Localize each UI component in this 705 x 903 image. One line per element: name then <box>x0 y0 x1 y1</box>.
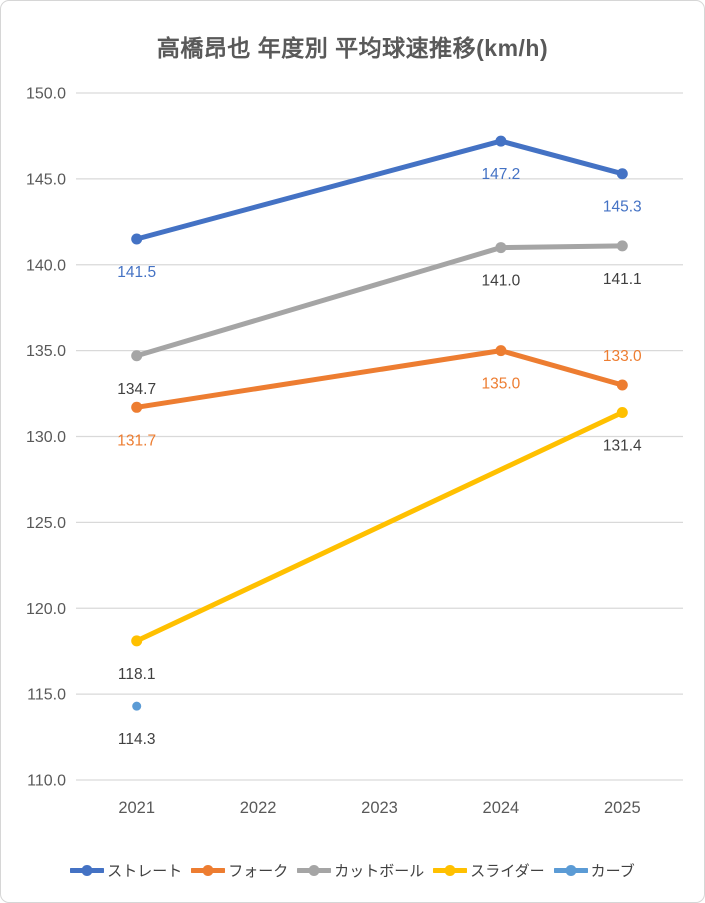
chart-legend: ストレート フォーク カットボール スライダー カーブ <box>1 860 704 881</box>
legend-label: スライダー <box>470 863 545 880</box>
x-axis-tick-label: 2024 <box>483 799 520 817</box>
data-point-marker <box>616 168 628 180</box>
series-line-3 <box>134 409 625 644</box>
legend-marker-icon <box>70 865 105 876</box>
data-point-label: 145.3 <box>603 199 642 216</box>
data-point-label: 131.4 <box>603 437 642 454</box>
data-point-marker <box>616 240 628 252</box>
y-axis-tick-label: 115.0 <box>27 687 66 704</box>
x-axis-tick-label: 2025 <box>604 799 641 817</box>
x-axis-tick-label: 2022 <box>240 799 277 817</box>
series-line-1 <box>134 348 625 410</box>
series-line-2 <box>134 243 625 359</box>
data-point-label: 135.0 <box>482 376 521 393</box>
x-axis-tick-label: 2023 <box>361 799 398 817</box>
legend-item: スライダー <box>433 860 545 881</box>
data-point-marker <box>131 635 143 647</box>
y-axis-tick-label: 150.0 <box>26 86 66 103</box>
data-point-label: 141.0 <box>482 273 521 290</box>
y-axis-tick-label: 145.0 <box>26 171 66 188</box>
data-point-label: 141.1 <box>603 271 642 288</box>
data-point-marker <box>131 401 143 413</box>
legend-marker-icon <box>191 865 226 876</box>
data-point-label: 147.2 <box>482 166 521 183</box>
data-point-label: 134.7 <box>117 381 156 398</box>
legend-marker-icon <box>297 865 332 876</box>
data-point-marker <box>616 379 628 391</box>
data-point-marker <box>495 345 507 357</box>
x-axis-tick-label: 2021 <box>118 799 155 817</box>
data-point-label: 118.1 <box>118 666 156 683</box>
data-point-label: 133.0 <box>603 348 642 365</box>
chart-title: 高橋昂也 年度別 平均球速推移(km/h) <box>156 35 549 61</box>
legend-item: ストレート <box>70 860 182 881</box>
legend-label: カットボール <box>334 863 425 880</box>
data-point-label: 131.7 <box>117 432 156 449</box>
data-point-marker <box>131 233 143 245</box>
data-point-marker <box>616 406 628 418</box>
legend-label: フォーク <box>228 863 289 880</box>
legend-item: カットボール <box>297 860 424 881</box>
legend-item: フォーク <box>191 860 288 881</box>
y-axis-tick-label: 110.0 <box>27 773 66 790</box>
data-point-label: 141.5 <box>117 264 156 281</box>
legend-marker-icon <box>553 865 588 876</box>
legend-label: カーブ <box>590 863 635 880</box>
legend-item: カーブ <box>553 860 635 881</box>
data-point-label: 114.3 <box>118 731 156 748</box>
y-axis-tick-label: 135.0 <box>26 343 66 360</box>
data-point-marker <box>132 701 142 711</box>
y-axis-tick-label: 130.0 <box>26 429 66 446</box>
y-axis-tick-label: 125.0 <box>26 515 66 532</box>
series-line-0 <box>134 138 625 242</box>
y-axis-tick-label: 140.0 <box>26 257 66 274</box>
legend-marker-icon <box>433 865 468 876</box>
data-point-marker <box>495 242 507 254</box>
data-point-marker <box>131 350 143 362</box>
y-axis-tick-label: 120.0 <box>26 601 66 618</box>
legend-label: ストレート <box>107 863 183 880</box>
data-point-marker <box>495 135 507 147</box>
